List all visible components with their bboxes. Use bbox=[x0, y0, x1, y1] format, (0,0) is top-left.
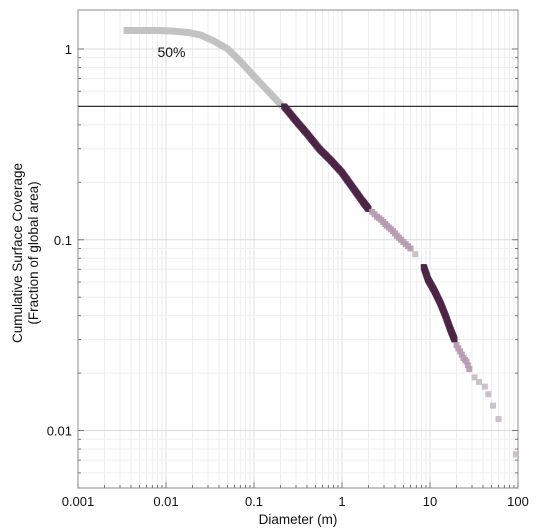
y-tick-label: 0.1 bbox=[54, 233, 72, 248]
fifty-percent-label: 50% bbox=[157, 44, 185, 60]
series-1 bbox=[281, 103, 372, 212]
y-tick-labels: 1 0.1 0.01 bbox=[47, 42, 72, 439]
data-point bbox=[407, 245, 414, 252]
grid bbox=[77, 10, 518, 489]
plot-frame bbox=[77, 9, 519, 489]
y-tick-label: 1 bbox=[65, 42, 72, 57]
data-point bbox=[513, 451, 519, 458]
data-point bbox=[453, 342, 460, 349]
y-axis-title-line: Cumulative Surface Coverage bbox=[10, 163, 25, 343]
data-point bbox=[495, 416, 502, 422]
series-6 bbox=[471, 374, 519, 458]
y-axis-title-line: (Fraction of global area) bbox=[26, 181, 41, 324]
data-point bbox=[458, 351, 465, 358]
series-0 bbox=[123, 27, 285, 109]
data-point bbox=[463, 358, 470, 365]
data-point bbox=[476, 378, 482, 385]
data-point bbox=[365, 206, 372, 212]
data-point bbox=[455, 345, 462, 352]
axis-ticks bbox=[77, 48, 519, 489]
data-series bbox=[123, 27, 519, 458]
data-point bbox=[481, 383, 488, 390]
x-tick-label: 10 bbox=[423, 494, 437, 509]
x-tick-label: 1 bbox=[338, 494, 345, 509]
x-tick-label: 100 bbox=[507, 494, 529, 509]
data-point bbox=[471, 374, 478, 381]
data-point bbox=[466, 366, 473, 373]
x-tick-label: 0.01 bbox=[153, 494, 178, 509]
series-3 bbox=[412, 251, 419, 258]
x-tick-label: 0.1 bbox=[245, 494, 263, 509]
series-5 bbox=[453, 342, 473, 373]
x-tick-labels: 0.001 0.01 0.1 1 10 100 bbox=[62, 494, 529, 509]
x-tick-label: 0.001 bbox=[62, 494, 95, 509]
data-point bbox=[464, 362, 471, 369]
coverage-curve bbox=[123, 27, 285, 109]
data-point bbox=[490, 402, 496, 409]
data-point bbox=[457, 348, 464, 355]
y-tick-label: 0.01 bbox=[47, 424, 72, 439]
y-axis-title: Cumulative Surface Coverage (Fraction of … bbox=[10, 163, 41, 343]
x-axis-title: Diameter (m) bbox=[259, 512, 338, 527]
data-point bbox=[485, 391, 492, 398]
series-4 bbox=[420, 264, 458, 343]
series-2 bbox=[369, 208, 414, 252]
data-point bbox=[412, 251, 419, 258]
data-point bbox=[451, 336, 458, 343]
